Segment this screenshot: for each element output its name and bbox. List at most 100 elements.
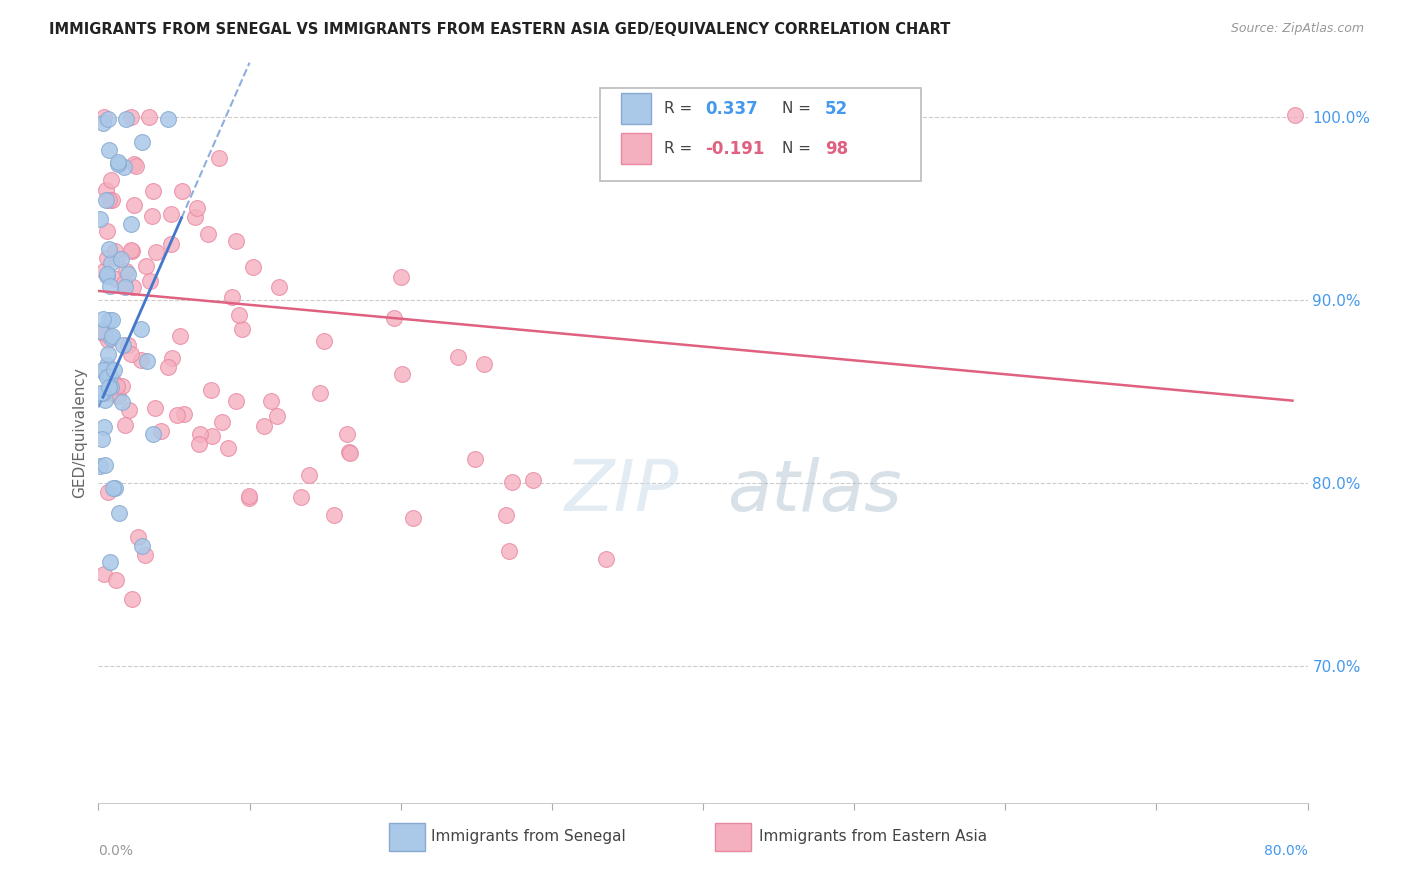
Point bbox=[501, 475, 523, 490]
Point bbox=[238, 489, 260, 503]
Point bbox=[160, 206, 183, 220]
Point bbox=[93, 365, 115, 379]
Point bbox=[308, 386, 330, 401]
Point bbox=[103, 363, 125, 377]
Point bbox=[156, 112, 179, 127]
Text: Immigrants from Senegal: Immigrants from Senegal bbox=[432, 830, 626, 845]
Text: Source: ZipAtlas.com: Source: ZipAtlas.com bbox=[1230, 22, 1364, 36]
Point bbox=[98, 369, 121, 384]
Point bbox=[143, 401, 166, 415]
Point bbox=[498, 544, 520, 558]
Text: IMMIGRANTS FROM SENEGAL VS IMMIGRANTS FROM EASTERN ASIA GED/EQUIVALENCY CORRELAT: IMMIGRANTS FROM SENEGAL VS IMMIGRANTS FR… bbox=[49, 22, 950, 37]
Point bbox=[98, 386, 121, 401]
Point bbox=[97, 347, 120, 361]
Point bbox=[225, 394, 247, 409]
Point bbox=[187, 437, 209, 451]
Point bbox=[93, 110, 115, 124]
Point bbox=[107, 157, 129, 171]
Point bbox=[217, 441, 239, 455]
Point bbox=[322, 508, 344, 523]
Point bbox=[225, 234, 247, 248]
Text: atlas: atlas bbox=[727, 458, 901, 526]
Point bbox=[97, 333, 120, 347]
Point bbox=[94, 458, 117, 473]
Text: 0.337: 0.337 bbox=[706, 100, 758, 118]
Point bbox=[242, 260, 264, 275]
Point bbox=[91, 116, 114, 130]
Point bbox=[91, 362, 114, 376]
Point bbox=[93, 325, 115, 339]
Text: N =: N = bbox=[782, 141, 815, 156]
Point bbox=[120, 243, 142, 257]
Point bbox=[105, 573, 128, 587]
Point bbox=[1284, 108, 1306, 122]
Point bbox=[90, 386, 112, 401]
Point bbox=[107, 154, 129, 169]
Point bbox=[98, 555, 121, 569]
Point bbox=[166, 408, 188, 422]
Point bbox=[120, 217, 142, 231]
Point bbox=[117, 337, 139, 351]
Point bbox=[89, 459, 111, 474]
Point bbox=[107, 389, 129, 403]
Point bbox=[121, 592, 143, 607]
Text: 80.0%: 80.0% bbox=[1264, 844, 1308, 857]
Point bbox=[136, 353, 159, 368]
Point bbox=[101, 372, 124, 386]
Point bbox=[114, 280, 136, 294]
Point bbox=[98, 143, 121, 157]
Point bbox=[118, 402, 141, 417]
Point bbox=[173, 407, 195, 421]
Point bbox=[122, 156, 145, 170]
Point bbox=[96, 268, 118, 282]
Point bbox=[201, 429, 224, 443]
Point bbox=[114, 264, 136, 278]
Point bbox=[391, 367, 413, 381]
Point bbox=[447, 350, 470, 364]
Point bbox=[197, 227, 219, 242]
Point bbox=[127, 530, 149, 544]
Y-axis label: GED/Equivalency: GED/Equivalency bbox=[72, 368, 87, 498]
Point bbox=[145, 245, 167, 260]
Point bbox=[110, 252, 132, 267]
Point bbox=[266, 409, 288, 424]
Point bbox=[93, 263, 115, 277]
Bar bbox=[716, 822, 751, 851]
Point bbox=[522, 473, 544, 487]
Point bbox=[91, 432, 114, 446]
Point bbox=[97, 313, 120, 327]
Bar bbox=[388, 822, 425, 851]
Point bbox=[121, 244, 143, 259]
Point bbox=[115, 112, 138, 127]
Point bbox=[105, 251, 128, 265]
Point bbox=[156, 359, 179, 374]
Point bbox=[389, 270, 412, 285]
Point bbox=[336, 426, 359, 441]
Point bbox=[100, 331, 122, 345]
Point bbox=[298, 467, 321, 482]
Point bbox=[93, 567, 115, 582]
Point bbox=[169, 329, 191, 343]
Point bbox=[231, 321, 253, 335]
FancyBboxPatch shape bbox=[600, 88, 921, 181]
Point bbox=[238, 491, 260, 505]
Point bbox=[114, 418, 136, 433]
Point bbox=[170, 184, 193, 198]
Point bbox=[125, 159, 148, 173]
Point bbox=[135, 259, 157, 273]
Point bbox=[105, 272, 128, 286]
Point bbox=[207, 152, 229, 166]
Point bbox=[186, 201, 208, 215]
Point bbox=[474, 357, 496, 371]
Point bbox=[97, 242, 120, 256]
Point bbox=[117, 267, 139, 281]
Point bbox=[93, 392, 115, 407]
Point bbox=[104, 244, 127, 259]
Point bbox=[101, 193, 124, 207]
Point bbox=[138, 110, 160, 124]
Point bbox=[96, 269, 118, 284]
Point bbox=[112, 160, 135, 174]
Text: -0.191: -0.191 bbox=[706, 140, 765, 158]
Point bbox=[134, 549, 156, 563]
Point bbox=[131, 322, 153, 336]
